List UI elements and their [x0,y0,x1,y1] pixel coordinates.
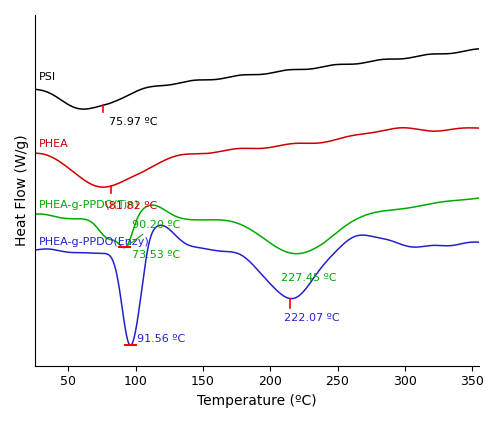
Y-axis label: Heat Flow (W/g): Heat Flow (W/g) [15,135,29,246]
Text: PSI: PSI [38,72,56,82]
Text: 75.97 ºC: 75.97 ºC [108,118,157,127]
X-axis label: Temperature (ºC): Temperature (ºC) [197,394,316,408]
Text: 91.56 ºC: 91.56 ºC [137,334,185,344]
Text: PHEA-g-PPDO(Tin): PHEA-g-PPDO(Tin) [38,200,140,210]
Text: \81.82 ºC: \81.82 ºC [104,201,157,211]
Text: 90.20 ºC: 90.20 ºC [128,220,180,245]
Text: PHEA: PHEA [38,139,68,149]
Text: 222.07 ºC: 222.07 ºC [284,313,340,324]
Text: 227.45 ºC: 227.45 ºC [281,273,336,283]
Text: 73.53 ºC: 73.53 ºC [132,250,180,260]
Text: PHEA-g-PPDO(Enzy): PHEA-g-PPDO(Enzy) [38,237,150,247]
